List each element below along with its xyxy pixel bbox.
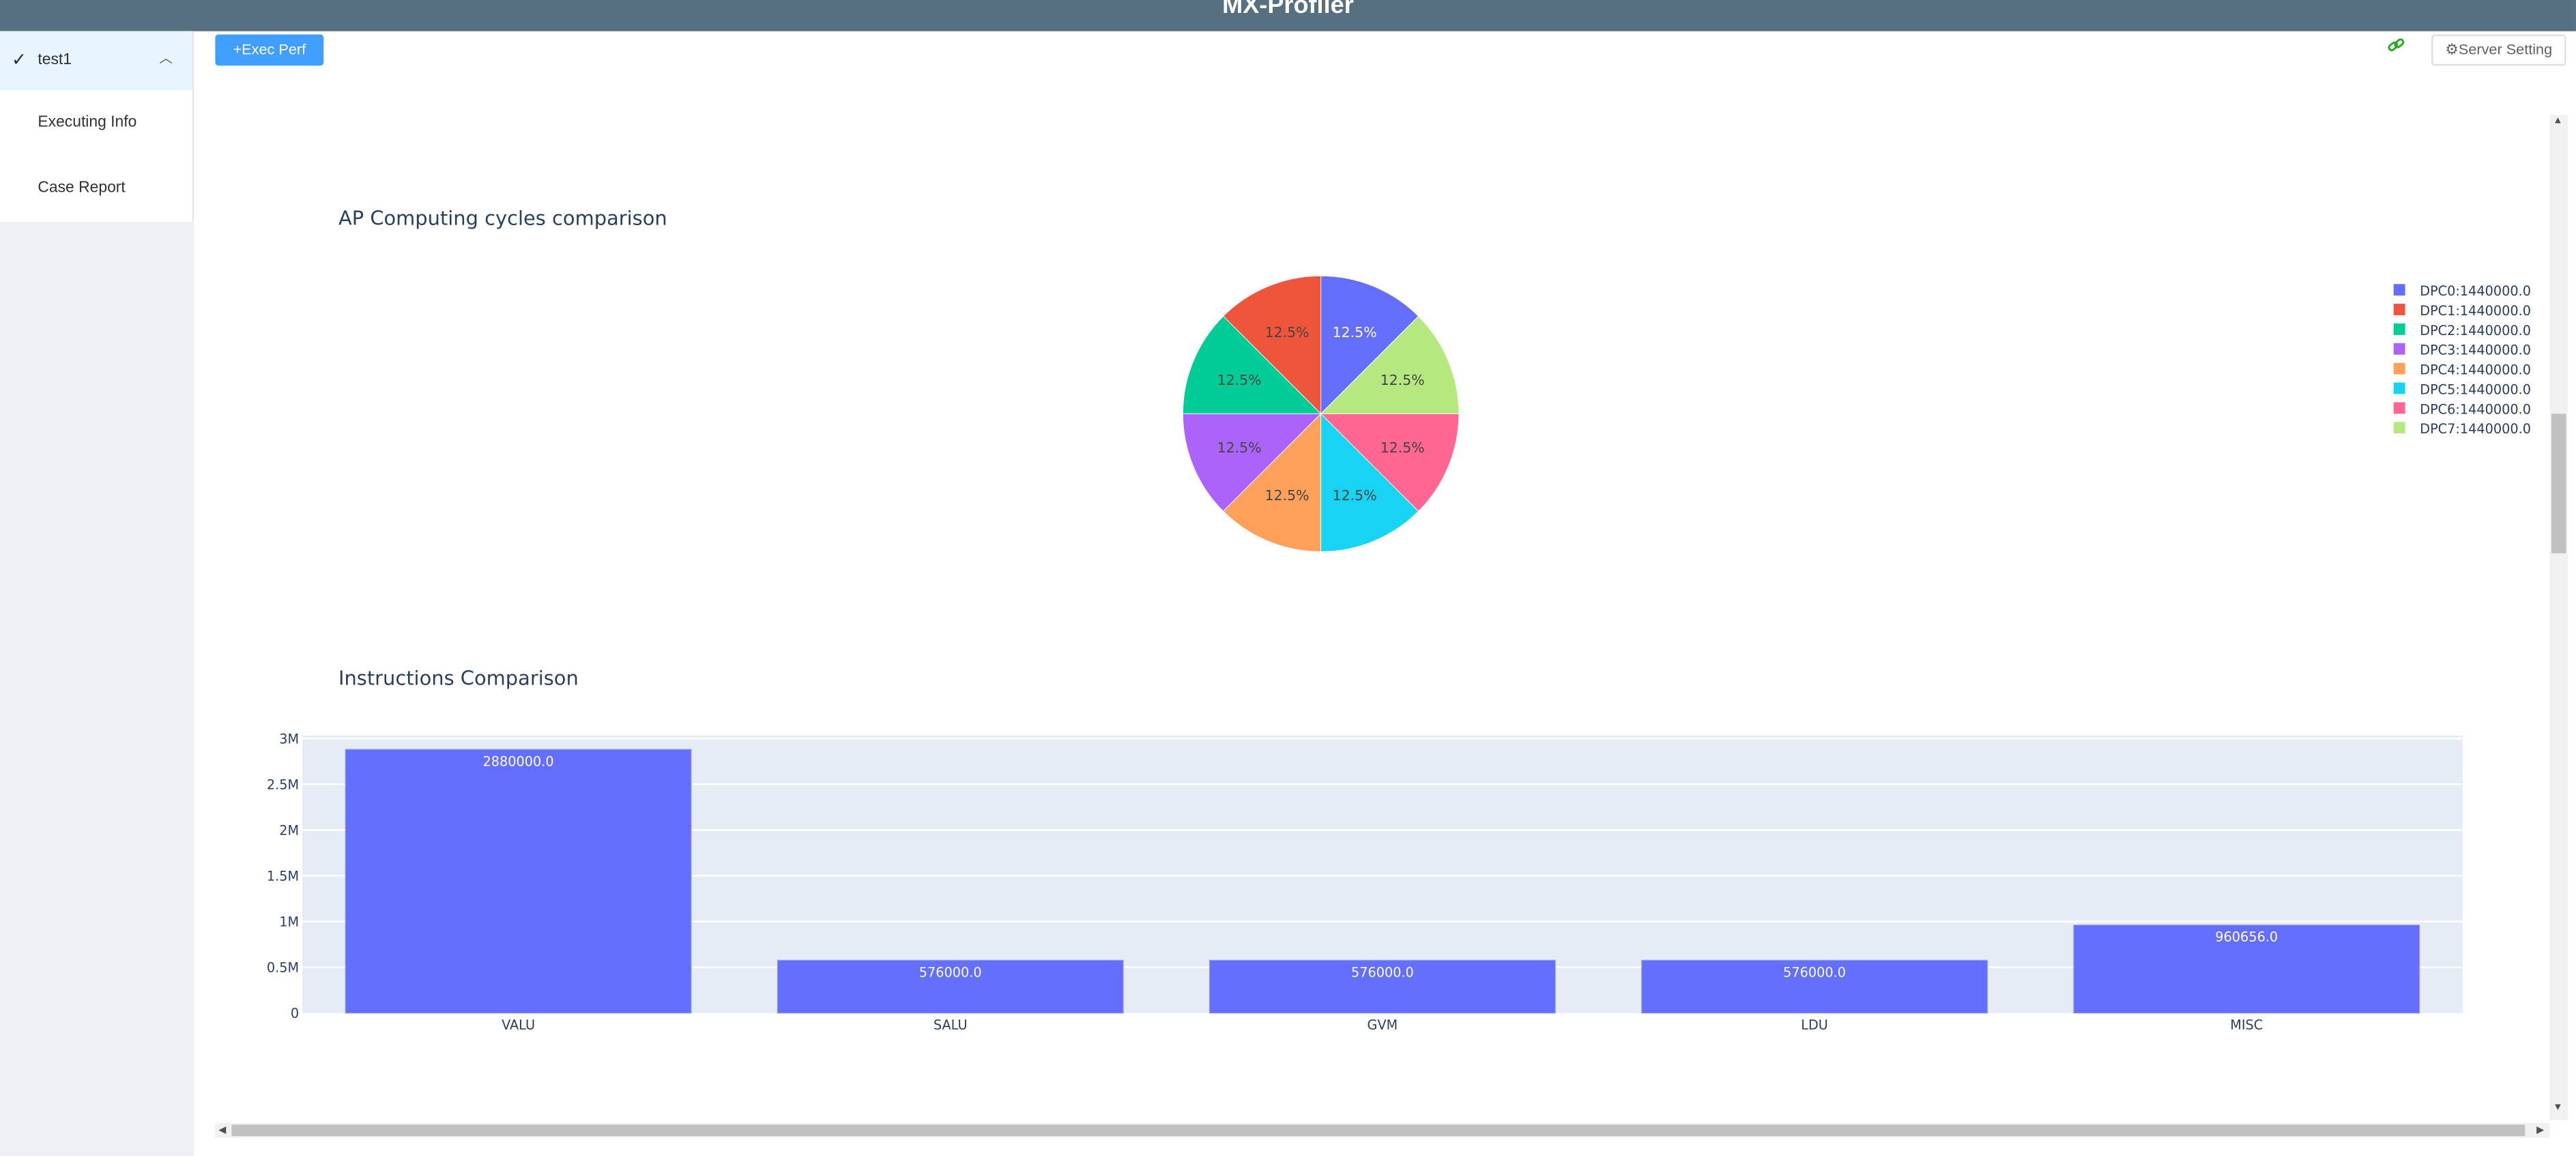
legend-item: DPC5:1440000.0 [2420,381,2531,397]
legend-swatch [2393,382,2405,394]
server-setting-button[interactable]: ⚙Server Setting [2431,34,2566,66]
pie-slice-label: 12.5% [1380,372,1425,388]
pie-slice-label: 12.5% [1217,372,1262,388]
bar-data-label: 576000.0 [1783,964,1846,980]
sidebar-item-executing-info[interactable]: Executing Info [0,90,192,156]
sidebar-group-label: test1 [38,50,72,70]
app-title: MX-Profiler [1222,0,1354,20]
pie-slice-label: 12.5% [1380,439,1425,456]
legend-item: DPC0:1440000.0 [2420,283,2531,299]
legend-swatch [2393,422,2405,434]
pie-slice-dpc1 [1222,275,1322,415]
sidebar-item-label: Executing Info [38,113,137,132]
pie-slice-label: 12.5% [1265,487,1309,504]
link-icon[interactable] [2387,36,2405,54]
app-header: MX-Profiler [0,0,2576,31]
sidebar-item-case-report[interactable]: Case Report [0,156,192,222]
bar-data-label: 576000.0 [919,964,982,980]
pie-chart-title: AP Computing cycles comparison [338,207,667,230]
sidebar-item-label: Case Report [38,179,126,197]
pie-slice-dpc6 [1320,413,1460,512]
legend-swatch [2393,284,2405,296]
scroll-right-icon[interactable]: ▶ [2536,1126,2545,1136]
sidebar-group-test1[interactable]: ✓ test1 ︿ [0,31,192,91]
sidebar: ✓ test1 ︿ Executing Info Case Report [0,31,194,1156]
y-tick-label: 1.5M [267,869,299,884]
legend-swatch [2393,362,2405,375]
pie-slice-label: 12.5% [1333,487,1377,504]
pie-slice-dpc4 [1222,413,1322,552]
y-tick-label: 0 [291,1006,299,1022]
y-tick-label: 2M [279,822,299,838]
pie-slice-label: 12.5% [1217,439,1262,456]
legend-swatch [2393,304,2405,315]
x-tick-label: SALU [934,1017,968,1033]
legend-item: DPC6:1440000.0 [2420,401,2531,417]
x-tick-label: MISC [2230,1017,2263,1033]
vertical-scroll-thumb[interactable] [2551,414,2566,553]
sidebar-menu: ✓ test1 ︿ Executing Info Case Report [0,31,194,222]
legend-swatch [2393,343,2405,355]
x-tick-label: LDU [1801,1017,1828,1033]
pie-slice-label: 12.5% [1265,324,1309,341]
pie-slice-dpc3 [1182,413,1322,512]
bar-data-label: 960656.0 [2215,929,2278,945]
pie-slice-dpc5 [1320,413,1419,552]
chevron-up-icon[interactable]: ︿ [159,50,173,66]
y-tick-label: 3M [279,731,299,747]
horizontal-scrollbar[interactable]: ◀ ▶ [215,1123,2550,1138]
legend-swatch [2393,402,2405,414]
y-tick-label: 2.5M [267,777,299,792]
server-setting-label: Server Setting [2458,41,2553,58]
check-icon: ✓ [11,50,27,71]
y-tick-label: 1M [279,914,299,930]
bar-data-label: 2880000.0 [482,753,553,769]
legend-item: DPC2:1440000.0 [2420,323,2531,338]
x-tick-label: GVM [1367,1017,1398,1033]
scroll-down-icon[interactable]: ▼ [2553,1103,2563,1114]
bar-salu [777,959,1124,1014]
pie-slice-dpc0 [1320,275,1419,415]
pie-slice-label: 12.5% [1333,324,1377,341]
scroll-up-icon[interactable]: ▲ [2553,116,2563,127]
scroll-left-icon[interactable]: ◀ [218,1126,227,1136]
pie-slice-dpc7 [1320,315,1460,414]
exec-perf-button[interactable]: +Exec Perf [215,34,324,66]
y-tick-label: 0.5M [267,960,299,976]
legend-item: DPC7:1440000.0 [2420,421,2531,437]
legend-item: DPC1:1440000.0 [2420,303,2531,319]
pie-slice-dpc2 [1182,315,1322,414]
legend-swatch [2393,323,2405,335]
legend-item: DPC3:1440000.0 [2420,343,2531,358]
legend-item: DPC4:1440000.0 [2420,362,2531,378]
bar-ldu [1641,959,1988,1014]
gear-icon: ⚙ [2445,41,2459,58]
bar-valu [345,749,692,1014]
bar-chart-title: Instructions Comparison [338,666,579,690]
x-tick-label: VALU [502,1017,535,1033]
vertical-scrollbar[interactable]: ▲ ▼ [2549,115,2568,1120]
horizontal-scroll-thumb[interactable] [231,1125,2526,1136]
bar-misc [2073,925,2420,1014]
bar-gvm [1209,959,1556,1014]
bar-data-label: 576000.0 [1351,964,1414,980]
